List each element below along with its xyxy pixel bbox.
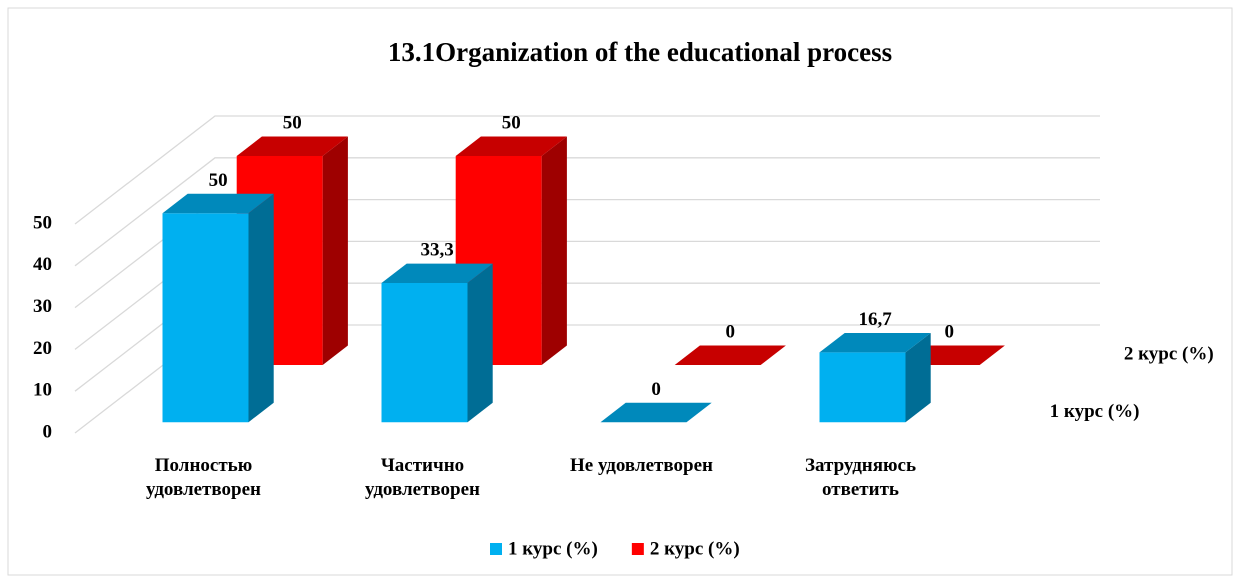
bar-front	[381, 283, 468, 423]
data-label: 16,7	[858, 309, 892, 330]
x-tick-label: Затрудняюсь ответить	[805, 455, 916, 500]
bar-side	[541, 136, 567, 365]
depth-axis-label: 2 курс (%)	[1124, 344, 1214, 365]
data-label: 0	[726, 322, 736, 343]
y-tick-label: 30	[33, 296, 52, 317]
bar-top	[162, 193, 274, 214]
data-label: 0	[651, 379, 661, 400]
y-tick-label: 10	[33, 380, 52, 401]
bar-side	[248, 193, 274, 423]
x-tick-label: Не удовлетворен	[570, 455, 713, 476]
bar-front	[819, 352, 906, 423]
x-tick-label: Полностью удовлетворен	[146, 455, 261, 500]
y-tick-label: 50	[33, 212, 52, 233]
legend-swatch	[490, 543, 502, 555]
bar	[600, 402, 712, 423]
grid-line	[74, 115, 1100, 225]
x-tick-label: Частично удовлетворен	[365, 455, 480, 500]
data-label: 0	[945, 322, 955, 343]
data-label: 50	[209, 170, 228, 191]
grid-line	[74, 157, 1100, 267]
chart-title: 13.1Organization of the educational proc…	[388, 37, 892, 67]
bar-top	[819, 332, 931, 353]
bar-top	[600, 402, 712, 423]
bar-top	[381, 263, 493, 284]
bar-front	[162, 213, 249, 423]
legend-label: 2 курс (%)	[650, 538, 740, 559]
data-label: 33,3	[420, 240, 453, 261]
legend-label: 1 курс (%)	[508, 538, 598, 559]
bar-side	[905, 332, 931, 423]
bar	[162, 193, 274, 423]
depth-axis-label: 1 курс (%)	[1050, 401, 1140, 422]
legend-swatch	[631, 543, 644, 555]
bar-top	[674, 345, 786, 365]
data-label: 50	[283, 113, 302, 134]
bar-side	[322, 136, 348, 365]
y-tick-label: 40	[33, 254, 52, 275]
bar	[819, 332, 931, 423]
bar-top	[236, 136, 348, 156]
y-tick-label: 0	[43, 421, 53, 442]
y-tick-label: 20	[33, 338, 52, 359]
bar	[674, 345, 786, 365]
bar-side	[467, 263, 493, 423]
data-label: 50	[502, 113, 521, 134]
bar-top	[455, 136, 567, 156]
bar	[381, 263, 493, 423]
